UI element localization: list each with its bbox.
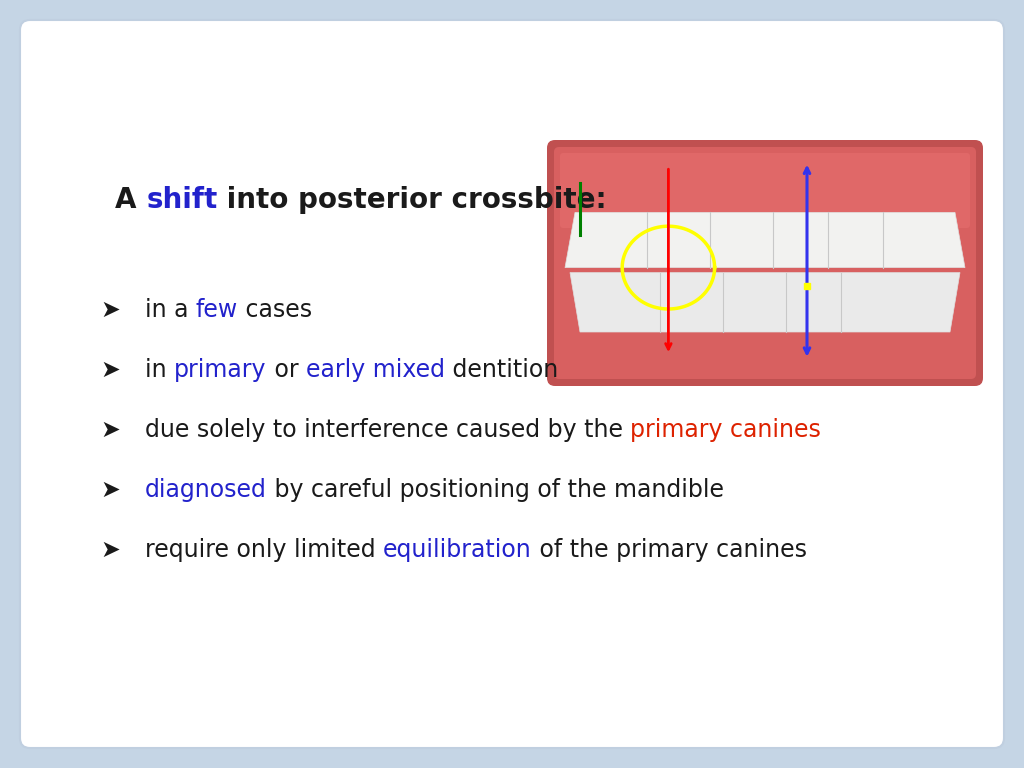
Text: in: in xyxy=(145,358,174,382)
Text: diagnosed: diagnosed xyxy=(145,478,267,502)
Text: primary: primary xyxy=(174,358,266,382)
Text: into posterior crossbite:: into posterior crossbite: xyxy=(217,186,607,214)
Text: equilibration: equilibration xyxy=(383,538,531,562)
FancyBboxPatch shape xyxy=(554,147,976,379)
Text: in a: in a xyxy=(145,298,196,322)
FancyBboxPatch shape xyxy=(20,20,1004,748)
Text: ➤: ➤ xyxy=(100,478,120,502)
Text: require only limited: require only limited xyxy=(145,538,383,562)
Text: ➤: ➤ xyxy=(100,298,120,322)
Text: or: or xyxy=(266,358,306,382)
Text: ➤: ➤ xyxy=(100,418,120,442)
FancyBboxPatch shape xyxy=(547,140,983,386)
Text: dentition: dentition xyxy=(444,358,558,382)
Text: shift: shift xyxy=(146,186,217,214)
Text: ➤: ➤ xyxy=(100,538,120,562)
Text: ➤: ➤ xyxy=(100,358,120,382)
Text: primary canines: primary canines xyxy=(631,418,821,442)
FancyBboxPatch shape xyxy=(560,153,970,228)
Text: few: few xyxy=(196,298,239,322)
Text: by careful positioning of the mandible: by careful positioning of the mandible xyxy=(267,478,724,502)
Text: A: A xyxy=(115,186,146,214)
Text: due solely to interference caused by the: due solely to interference caused by the xyxy=(145,418,631,442)
Text: early mixed: early mixed xyxy=(306,358,444,382)
Text: of the primary canines: of the primary canines xyxy=(531,538,807,562)
Text: cases: cases xyxy=(239,298,312,322)
Polygon shape xyxy=(565,213,965,267)
Polygon shape xyxy=(570,273,961,332)
